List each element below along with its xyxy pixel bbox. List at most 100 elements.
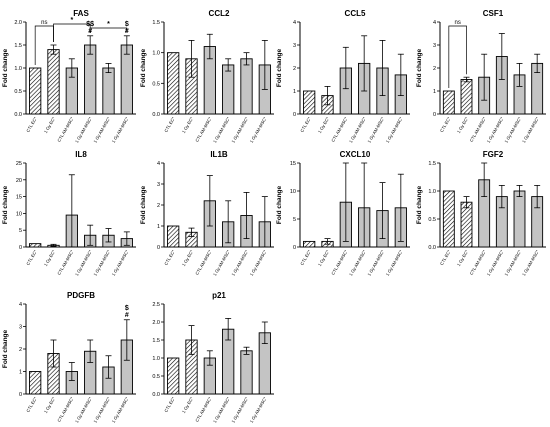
chart-title: CCL5 — [345, 9, 366, 18]
y-tick-label: 4 — [433, 20, 436, 26]
x-tick-label: 1 Gy EC° — [181, 249, 194, 267]
y-tick-label: 25 — [16, 161, 22, 167]
y-tick-label: 10 — [16, 211, 22, 217]
y-tick-label: 2.5 — [152, 302, 160, 308]
x-tick-label: CTL AM-MSC° — [56, 396, 74, 423]
significance-label: $$ — [86, 21, 94, 28]
bar — [29, 67, 42, 115]
y-tick-label: 1 — [293, 89, 296, 95]
y-tick-label: 0 — [157, 245, 160, 251]
x-tick-label: 1 Gy AM-MSC° — [74, 116, 93, 144]
chart-panel-il1b: IL1B Fold change 0 1 2 3 4 CTL EC° 1 Gy EC° CTL A… — [140, 150, 274, 277]
y-tick-label: 0.0 — [152, 392, 160, 398]
x-tick-label: 1 Gy EC° — [317, 116, 330, 134]
y-tick-label: 1 — [157, 224, 160, 230]
x-tick-label: 1 Gy AM-MSC° — [92, 249, 111, 277]
x-tick-label: 1 Gy AM-MSC° — [230, 116, 249, 144]
significance-bracket — [89, 27, 128, 33]
x-tick-label: 1 Gy AM-MSC° — [348, 116, 367, 144]
x-tick-label: 1 Gy EC° — [456, 116, 469, 134]
x-tick-label: 1 Gy AM-MSC° — [249, 116, 268, 144]
y-tick-label: 0.5 — [428, 217, 436, 223]
x-tick-label: 1 Gy AM-MSC° — [111, 249, 130, 277]
chart-title: CSF1 — [483, 9, 504, 18]
significance-label: * — [107, 21, 110, 28]
y-tick-label: 0 — [293, 112, 296, 118]
x-tick-label: CTL EC° — [439, 116, 452, 133]
y-axis-label: Fold change — [140, 48, 147, 87]
bar — [29, 371, 42, 395]
y-tick-label: 3 — [157, 182, 160, 188]
bar — [513, 190, 526, 248]
x-tick-label: 1 Gy EC° — [181, 396, 194, 414]
chart-title: CCL2 — [209, 9, 230, 18]
chart-panel-il8: IL8 Fold change 0 5 10 15 20 25 CTL EC° 1 Gy EC° C… — [2, 150, 136, 277]
x-tick-label: 1 Gy AM-MSC° — [212, 116, 231, 144]
chart-title: CXCL10 — [340, 150, 371, 159]
x-tick-label: CTL AM-MSC° — [330, 249, 348, 276]
y-tick-label: 2.0 — [152, 320, 160, 326]
bar — [167, 52, 180, 115]
y-tick-label: 5 — [19, 228, 22, 234]
y-tick-label: 0 — [19, 245, 22, 251]
x-tick-label: 1 Gy EC° — [43, 116, 56, 134]
chart-panel-p21: p21 0.0 0.5 1.0 1.5 2.0 2.5 CTL EC° 1 Gy EC° CTL … — [152, 291, 274, 424]
x-tick-label: 1 Gy AM-MSC° — [212, 396, 231, 424]
x-tick-label: 1 Gy EC° — [317, 249, 330, 267]
x-tick-label: 1 Gy AM-MSC° — [521, 116, 540, 144]
x-tick-label: 1 Gy AM-MSC° — [503, 249, 522, 277]
x-tick-label: 1 Gy AM-MSC° — [385, 116, 404, 144]
chart-title: p21 — [212, 291, 226, 300]
x-tick-label: 1 Gy EC° — [456, 249, 469, 267]
x-tick-label: 1 Gy AM-MSC° — [486, 249, 505, 277]
y-tick-label: 1 — [433, 89, 436, 95]
y-tick-label: 0.5 — [14, 89, 22, 95]
chart-panel-fas: FAS Fold change 0.0 0.5 1.0 1.5 2.0 CTL EC° 1 Gy… — [2, 9, 136, 144]
x-tick-label: CTL AM-MSC° — [56, 249, 74, 276]
y-axis-label: Fold change — [276, 48, 283, 87]
y-tick-label: 0.5 — [152, 374, 160, 380]
x-tick-label: CTL AM-MSC° — [469, 116, 487, 143]
y-tick-label: 3 — [19, 325, 22, 331]
significance-label: $ — [125, 305, 129, 312]
x-tick-label: 1 Gy AM-MSC° — [212, 249, 231, 277]
y-tick-label: 1 — [19, 370, 22, 376]
x-tick-label: CTL AM-MSC° — [194, 116, 212, 143]
significance-label: ns — [41, 20, 47, 26]
bar — [167, 225, 180, 248]
y-tick-label: 20 — [16, 178, 22, 184]
x-tick-label: 1 Gy AM-MSC° — [111, 396, 130, 424]
y-tick-label: 2 — [157, 203, 160, 209]
chart-title: IL1B — [210, 150, 228, 159]
bar — [222, 64, 235, 115]
significance-bracket — [448, 25, 467, 88]
x-tick-label: 1 Gy AM-MSC° — [230, 396, 249, 424]
y-axis-label: Fold change — [140, 185, 147, 224]
y-axis-label: Fold change — [416, 185, 423, 224]
y-tick-label: 2 — [19, 347, 22, 353]
y-tick-label: 0 — [293, 245, 296, 251]
x-tick-label: 1 Gy AM-MSC° — [111, 116, 130, 144]
bar — [442, 90, 455, 115]
x-tick-label: 1 Gy AM-MSC° — [503, 116, 522, 144]
x-tick-label: CTL EC° — [299, 249, 312, 266]
significance-bracket — [53, 23, 91, 42]
significance-label: # — [125, 312, 129, 319]
y-tick-label: 2 — [433, 66, 436, 72]
bar — [240, 350, 253, 395]
x-tick-label: CTL EC° — [25, 396, 38, 413]
y-tick-label: 1.5 — [152, 338, 160, 344]
x-tick-label: 1 Gy EC° — [43, 396, 56, 414]
y-tick-label: 0.5 — [152, 81, 160, 87]
x-tick-label: CTL EC° — [439, 249, 452, 266]
x-tick-label: 1 Gy EC° — [181, 116, 194, 134]
chart-title: FAS — [73, 9, 89, 18]
x-tick-label: 1 Gy AM-MSC° — [92, 396, 111, 424]
y-tick-label: 4 — [157, 161, 160, 167]
significance-label: # — [125, 28, 129, 35]
significance-label: * — [70, 17, 73, 24]
y-tick-label: 0.0 — [428, 245, 436, 251]
bar — [84, 44, 97, 115]
bar — [303, 90, 316, 115]
y-tick-label: 4 — [293, 20, 296, 26]
